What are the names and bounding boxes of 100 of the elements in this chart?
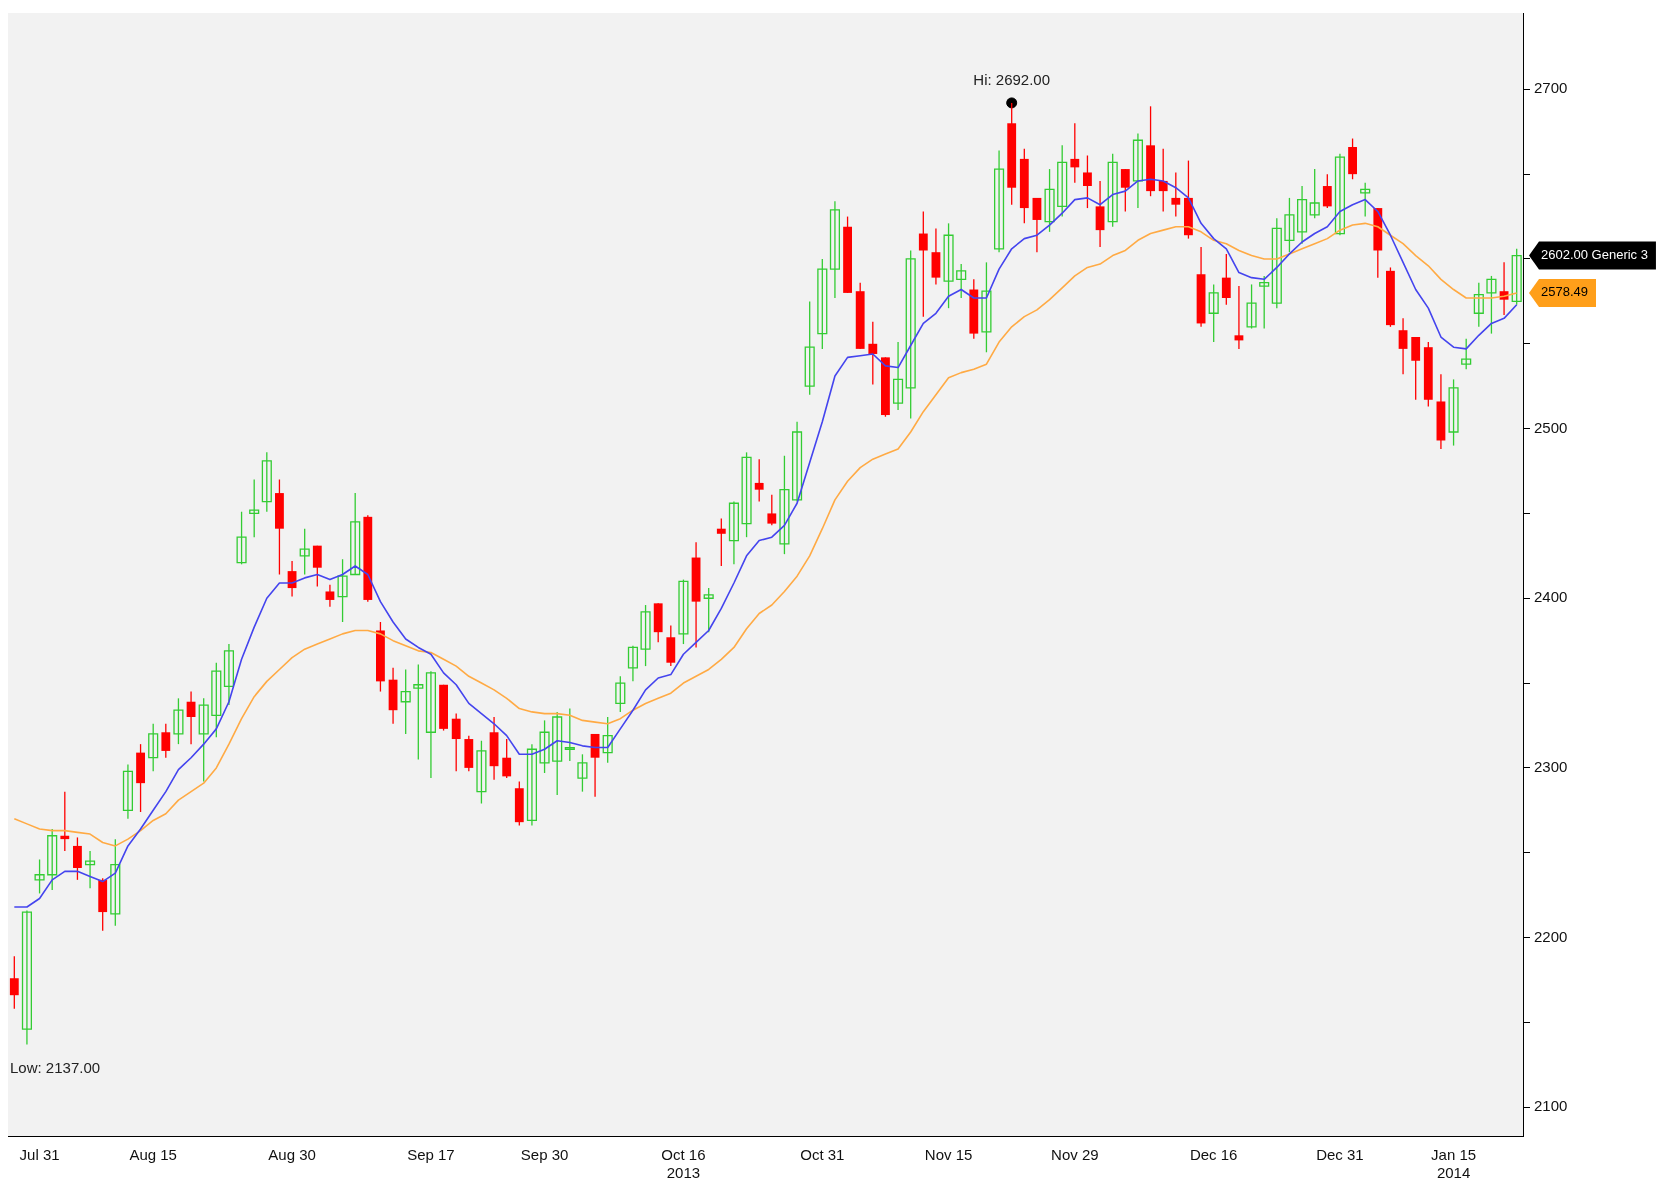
annotation: Low: 2137.00 (10, 1058, 101, 1076)
candlestick (1448, 378, 1459, 447)
candlestick (754, 458, 764, 503)
candlestick (1070, 122, 1080, 184)
candlestick (1132, 132, 1144, 209)
candlestick (602, 716, 613, 764)
x-tick-label: Jul 31 (19, 1146, 60, 1164)
candlestick (1296, 185, 1308, 245)
candlestick (122, 763, 134, 820)
candlestick (943, 222, 954, 309)
candlestick (84, 850, 96, 889)
candlestick (615, 675, 626, 713)
text: 2578.49 (1541, 284, 1588, 300)
candlestick (552, 711, 563, 796)
candlestick (1309, 168, 1320, 219)
candlestick (1032, 197, 1042, 253)
x-tick-label: Oct 16 2013 (661, 1146, 706, 1182)
candlestick (1271, 217, 1282, 309)
candlestick (868, 321, 878, 386)
candlestick (640, 604, 651, 667)
x-tick-label: Dec 31 (1316, 1146, 1364, 1164)
x-tick-label: Nov 29 (1051, 1146, 1099, 1164)
candlestick (1107, 153, 1118, 228)
candlestick (804, 300, 815, 396)
x-tick-label: Aug 30 (268, 1146, 316, 1164)
candlestick (1486, 275, 1497, 335)
candlestick (312, 545, 322, 588)
y-tick-label: 2500 (1534, 418, 1568, 436)
candlestick (779, 455, 790, 555)
annotation: Hi: 2692.00 (973, 71, 1051, 89)
candlestick (425, 670, 437, 779)
candlestick (1398, 317, 1408, 375)
candlestick (956, 263, 967, 299)
candlestick (34, 858, 45, 895)
x-tick-label: Nov 15 (924, 1146, 973, 1164)
candlestick (261, 451, 272, 513)
candlestick (1461, 338, 1472, 370)
candlestick (829, 200, 841, 299)
candlestick (627, 645, 639, 683)
x-tick-label: Aug 15 (129, 1146, 177, 1164)
candlestick (741, 451, 752, 538)
candlestick (1208, 283, 1219, 343)
candlestick (249, 478, 260, 538)
candlestick (1511, 248, 1522, 306)
candlestick (577, 753, 588, 793)
candlestick (981, 261, 992, 353)
candlestick (1334, 153, 1346, 236)
candlestick (905, 249, 916, 420)
candlestick (236, 511, 247, 565)
candlestick (892, 341, 904, 411)
candlestick (767, 494, 777, 526)
candlestick (1083, 154, 1092, 209)
candlestick (918, 210, 928, 318)
candlestick (539, 719, 550, 774)
y-tick-label: 2100 (1534, 1097, 1568, 1115)
candlestick (337, 558, 348, 623)
candlestick (325, 584, 335, 608)
candlestick (1259, 275, 1270, 330)
candlestick (413, 663, 424, 761)
candlestick (993, 149, 1005, 253)
candlestick (400, 668, 411, 735)
candlestick (148, 723, 159, 772)
candlestick (1411, 336, 1421, 401)
candlestick (211, 662, 222, 738)
candlestick (73, 836, 82, 881)
candlestick (47, 828, 58, 891)
candlestick (817, 258, 828, 350)
candlestick (21, 909, 33, 1046)
candlestick (476, 740, 487, 805)
candlestick (1322, 173, 1332, 209)
candlestick (1246, 283, 1257, 330)
candlestick (161, 723, 171, 759)
x-tick-label: Sep 17 (407, 1146, 455, 1164)
candlestick (1057, 144, 1068, 218)
candlestick (1284, 197, 1295, 253)
candlestick (1473, 282, 1484, 328)
candlestick (1221, 253, 1231, 306)
candlestick (526, 743, 538, 827)
candlestick (60, 790, 70, 852)
candlestick (1095, 180, 1105, 248)
candlestick (350, 492, 361, 576)
x-tick-label: Jan 15 2014 (1431, 1146, 1477, 1182)
candlestick (678, 578, 689, 645)
candlestick (1120, 168, 1130, 213)
x-tick-label: Sep 30 (520, 1146, 569, 1164)
y-tick-label: 2200 (1534, 927, 1568, 945)
candlestick (451, 712, 461, 772)
x-tick-label: Oct 31 (800, 1146, 845, 1164)
text: 2602.00 Generic 3 (1541, 247, 1648, 263)
candlestick (728, 500, 740, 565)
candlestick (564, 707, 575, 762)
candlestick (502, 738, 512, 779)
candlestick (299, 528, 310, 576)
candlestick (1044, 168, 1055, 233)
candlestick (198, 697, 209, 783)
candlestick (173, 697, 184, 745)
candlestick (223, 643, 235, 706)
y-tick-label: 2700 (1534, 79, 1568, 97)
y-tick-label: 2400 (1534, 588, 1568, 606)
x-tick-label: Dec 16 (1189, 1146, 1238, 1164)
